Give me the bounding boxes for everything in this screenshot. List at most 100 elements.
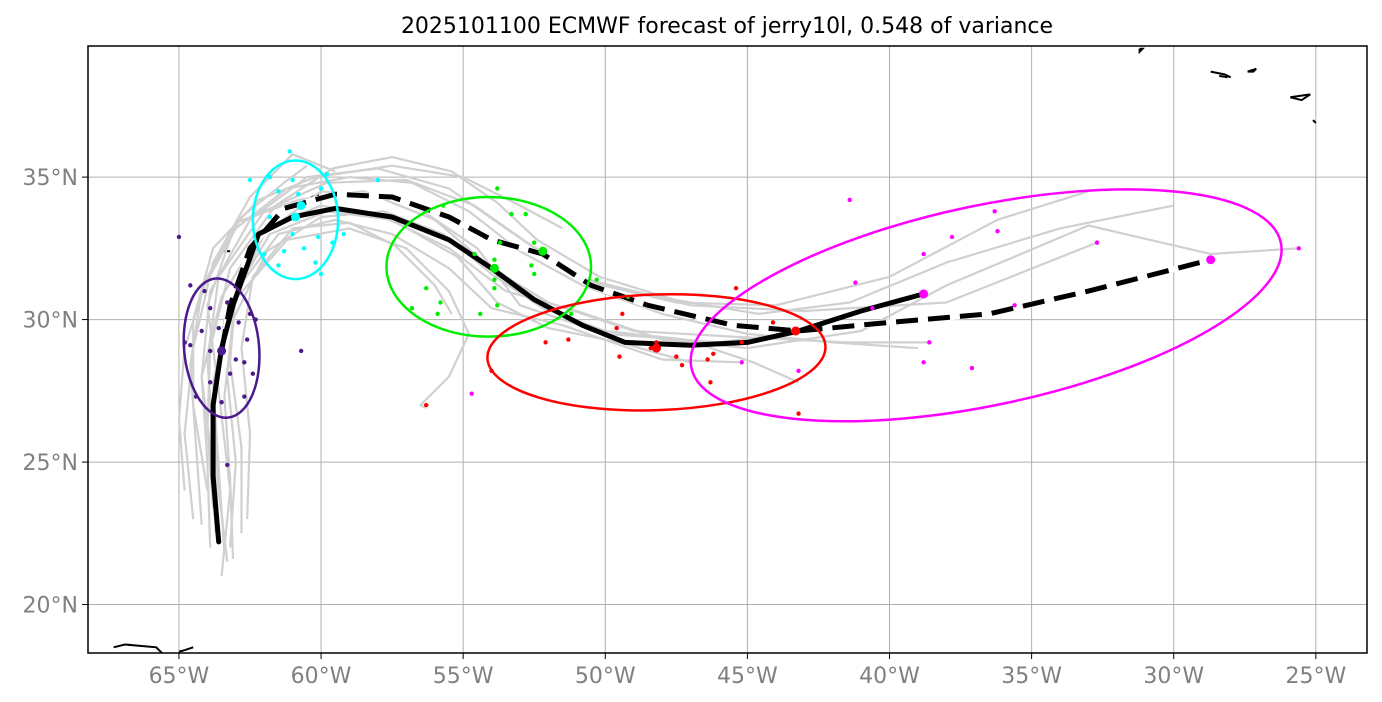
member-point-t5 bbox=[949, 234, 955, 240]
member-point-t5 bbox=[995, 229, 1000, 234]
member-point-t3 bbox=[497, 240, 503, 245]
member-point-t5 bbox=[992, 209, 997, 214]
y-tick-label: 25°N bbox=[23, 451, 78, 476]
member-point-t5 bbox=[796, 368, 801, 374]
ellipse-t2 bbox=[251, 159, 340, 281]
x-tick-label: 25°W bbox=[1285, 664, 1346, 689]
ensemble-track bbox=[229, 218, 739, 534]
mean-position-t4 bbox=[791, 326, 801, 336]
member-point-t1 bbox=[219, 400, 224, 405]
member-point-t1 bbox=[244, 337, 250, 342]
member-point-t1 bbox=[176, 234, 182, 240]
member-point-t5 bbox=[870, 305, 875, 311]
plot-border bbox=[87, 45, 1368, 654]
coastline bbox=[1247, 67, 1257, 73]
member-point-t1 bbox=[225, 300, 230, 305]
coastline bbox=[1219, 74, 1228, 79]
x-tick-label: 45°W bbox=[717, 664, 778, 689]
member-point-t4 bbox=[620, 311, 625, 317]
member-point-t4 bbox=[654, 340, 659, 345]
ellipse-t5 bbox=[689, 188, 1283, 423]
coastlines bbox=[113, 47, 1317, 653]
x-tick-label: 50°W bbox=[575, 664, 636, 689]
member-point-t4 bbox=[614, 325, 619, 331]
y-tick-label: 30°N bbox=[23, 309, 78, 334]
member-point-t2 bbox=[290, 231, 295, 237]
member-point-t3 bbox=[594, 277, 599, 282]
y-tick-label: 20°N bbox=[23, 594, 78, 619]
mean-position-t3 bbox=[489, 263, 499, 273]
member-point-t3 bbox=[568, 311, 574, 317]
ensemble-track bbox=[189, 176, 918, 525]
mean-positions bbox=[217, 201, 1216, 356]
member-point-t4 bbox=[796, 411, 801, 416]
member-point-t2 bbox=[267, 174, 273, 180]
member-point-t3 bbox=[438, 300, 443, 305]
mean-position-t2 bbox=[296, 201, 306, 211]
member-point-t4 bbox=[543, 340, 548, 345]
ensemble-track bbox=[226, 210, 691, 548]
member-point-t2 bbox=[318, 271, 324, 277]
coastline bbox=[178, 646, 194, 653]
member-point-t4 bbox=[424, 402, 429, 408]
ellipse-t1 bbox=[182, 277, 261, 419]
member-point-t1 bbox=[236, 320, 241, 325]
member-point-t3 bbox=[492, 286, 497, 291]
member-point-t4 bbox=[770, 320, 776, 325]
member-point-t3 bbox=[424, 286, 429, 291]
member-point-t2 bbox=[281, 248, 287, 254]
mean-position-t1 bbox=[217, 346, 227, 356]
member-point-t2 bbox=[296, 191, 301, 197]
member-point-t1 bbox=[298, 348, 304, 354]
x-tick-label: 55°W bbox=[433, 664, 494, 689]
member-point-t2 bbox=[313, 260, 318, 265]
member-point-t2 bbox=[341, 231, 346, 237]
member-point-t5 bbox=[847, 197, 852, 203]
member-point-t2 bbox=[324, 172, 329, 177]
member-point-t3 bbox=[472, 251, 477, 257]
x-tick-label: 40°W bbox=[859, 664, 920, 689]
coastline bbox=[113, 643, 163, 653]
member-point-t3 bbox=[529, 263, 534, 268]
member-point-t4 bbox=[705, 357, 710, 362]
member-point-t4 bbox=[708, 380, 713, 385]
member-point-t1 bbox=[208, 305, 213, 311]
member-point-t2 bbox=[276, 189, 281, 194]
member-point-t4 bbox=[711, 351, 716, 356]
member-point-t2 bbox=[262, 251, 267, 257]
member-positions bbox=[176, 149, 1301, 468]
y-tick-label: 35°N bbox=[23, 166, 78, 191]
member-point-t5 bbox=[921, 360, 926, 365]
y-axis-ticks: 20°N 25°N 30°N 35°N bbox=[23, 166, 88, 619]
member-point-t1 bbox=[242, 394, 247, 399]
mean-position-t4 bbox=[651, 343, 661, 353]
member-point-t5 bbox=[739, 360, 744, 365]
mean-position-t3 bbox=[538, 246, 548, 256]
member-point-t3 bbox=[495, 186, 500, 191]
member-point-t2 bbox=[267, 214, 273, 220]
member-point-t3 bbox=[523, 211, 528, 217]
member-point-t1 bbox=[250, 371, 256, 376]
gridlines bbox=[88, 46, 1367, 653]
uncertainty-ellipses bbox=[182, 159, 1283, 423]
chart-title: 2025101100 ECMWF forecast of jerry10l, 0… bbox=[401, 14, 1053, 39]
x-tick-label: 30°W bbox=[1143, 664, 1204, 689]
ensemble-track bbox=[177, 164, 308, 491]
member-point-t3 bbox=[409, 305, 415, 311]
mean-position-t5 bbox=[919, 289, 929, 299]
member-point-t1 bbox=[233, 357, 238, 362]
member-point-t1 bbox=[216, 325, 221, 331]
x-axis-ticks: 65°W 60°W 55°W 50°W 45°W 40°W 35°W 30°W 25°W bbox=[149, 653, 1346, 689]
ensemble-track bbox=[206, 178, 1089, 531]
member-point-t1 bbox=[242, 360, 247, 365]
member-point-t5 bbox=[921, 251, 926, 257]
coastline bbox=[1210, 70, 1232, 79]
member-point-t1 bbox=[227, 371, 233, 376]
member-point-t2 bbox=[316, 234, 321, 240]
member-point-t5 bbox=[1094, 240, 1100, 245]
x-tick-label: 60°W bbox=[291, 664, 352, 689]
plot-frame bbox=[88, 46, 1367, 653]
x-tick-label: 65°W bbox=[149, 664, 210, 689]
member-point-t4 bbox=[648, 345, 653, 351]
